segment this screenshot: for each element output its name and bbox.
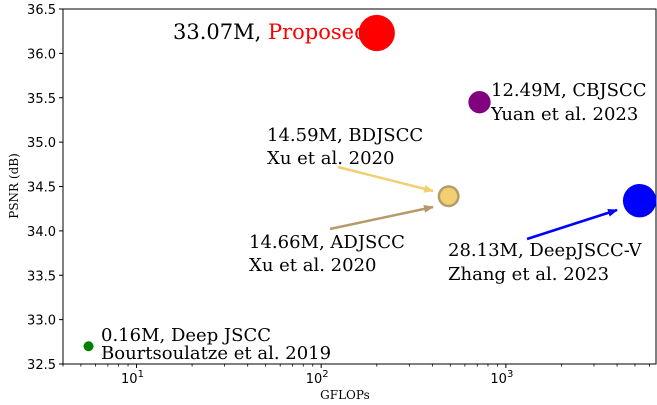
plot-frame xyxy=(62,8,657,365)
annotation-bdjscc-line2: Xu et al. 2020 xyxy=(267,148,394,169)
x-tick-label: 103 xyxy=(490,369,513,387)
bdjscc-arrow xyxy=(337,165,434,193)
annotation-bdjscc-line1: 14.59M, BDJSCC xyxy=(267,125,423,146)
point-proposed xyxy=(358,14,395,52)
annotation-proposed-params: 33.07M, xyxy=(173,20,268,44)
annotation-cbjscc-line1: 12.49M, CBJSCC xyxy=(491,80,647,101)
point-cbjscc xyxy=(468,91,491,114)
y-tick-label: 33.0 xyxy=(27,314,56,329)
x-tick-label: 101 xyxy=(121,369,144,387)
y-axis-label: PSNR (dB) xyxy=(7,153,21,219)
annotation-cbjscc-line2: Yuan et al. 2023 xyxy=(490,104,638,125)
point-deep-jscc xyxy=(83,341,94,352)
y-tick-label: 34.0 xyxy=(27,225,56,240)
x-axis-label: GFLOPs xyxy=(320,388,370,402)
annotation-deepjsccv-line2: Zhang et al. 2023 xyxy=(448,264,609,285)
annotation-deepjsccv-line1: 28.13M, DeepJSCC-V xyxy=(448,240,643,261)
data-points xyxy=(83,14,657,352)
adjscc-arrow xyxy=(329,204,434,231)
y-tick-label: 36.5 xyxy=(27,3,56,18)
y-tick-label: 35.5 xyxy=(27,92,56,107)
annotation-proposed-name: Proposed xyxy=(268,20,368,44)
annotation-adjscc-line2: Xu et al. 2020 xyxy=(249,255,376,276)
annotation-adjscc-line1: 14.66M, ADJSCC xyxy=(249,232,405,253)
y-tick-label: 36.0 xyxy=(27,47,56,62)
x-axis: 101 102 103 xyxy=(62,364,650,387)
annotation-deepjscc-line1: 0.16M, Deep JSCC xyxy=(101,325,271,346)
y-tick-label: 35.0 xyxy=(27,136,56,151)
x-tick-label: 102 xyxy=(306,369,329,387)
deepjsccv-arrow xyxy=(526,208,618,241)
y-tick-label: 34.5 xyxy=(27,181,56,196)
annotation-deepjscc-line2: Bourtsoulatze et al. 2019 xyxy=(101,343,331,364)
point-bdjscc xyxy=(440,187,458,205)
y-tick-label: 32.5 xyxy=(27,358,56,373)
point-deepjscc-v xyxy=(622,183,657,218)
annotation-proposed: 33.07M, Proposed xyxy=(173,20,368,44)
y-tick-label: 33.5 xyxy=(27,269,56,284)
y-axis: 32.5 33.0 33.5 34.0 34.5 35.0 35.5 36.0 36.5 xyxy=(27,3,63,373)
